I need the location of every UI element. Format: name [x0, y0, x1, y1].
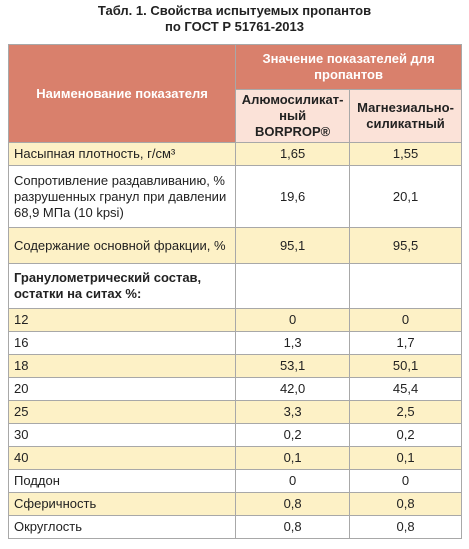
table-row: Гранулометрический состав, остатки на си…: [7, 263, 462, 309]
row-label: 16: [7, 331, 237, 355]
title-line: Табл. 1. Свойства испытуемых пропантов: [97, 3, 372, 18]
value-cell: 19,6: [235, 165, 351, 228]
value-cell: 0: [235, 469, 351, 493]
value-cell: 0: [349, 308, 462, 332]
table-row: Сопротивление раздавливанию, % разрушенн…: [7, 165, 462, 228]
value-cell: 42,0: [235, 377, 351, 401]
table-row: 12 0 0: [7, 308, 462, 332]
row-label: Сферичность: [7, 492, 237, 516]
value-cell: 1,7: [349, 331, 462, 355]
row-label: Сопротивление раздавливанию, % разрушенн…: [7, 165, 237, 228]
value-cell: 1,3: [235, 331, 351, 355]
value-cell: 45,4: [349, 377, 462, 401]
row-label: Содержание основной фракции, %: [7, 227, 237, 264]
column-header: Алюмосиликат-ный BORPROP®: [235, 89, 351, 143]
table-body: Насыпная плотность, г/см³ 1,65 1,55 Сопроти…: [7, 142, 462, 539]
value-cell: 0,8: [235, 492, 351, 516]
value-cell: 0,8: [349, 492, 462, 516]
row-label: Гранулометрический состав, остатки на си…: [7, 263, 237, 309]
table-row: Насыпная плотность, г/см³ 1,65 1,55: [7, 142, 462, 166]
value-cell: 0,1: [235, 446, 351, 470]
row-label: 12: [7, 308, 237, 332]
name-header: Наименование показателя: [7, 44, 237, 143]
value-cell: 1,55: [349, 142, 462, 166]
table-row: 25 3,3 2,5: [7, 400, 462, 424]
row-label: Поддон: [7, 469, 237, 493]
table-row: 18 53,1 50,1: [7, 354, 462, 378]
value-cell: 2,5: [349, 400, 462, 424]
row-label: 25: [7, 400, 237, 424]
table-row: Поддон 0 0: [7, 469, 462, 493]
empty-cell: [235, 263, 351, 309]
table-row: 16 1,3 1,7: [7, 331, 462, 355]
table-row: 30 0,2 0,2: [7, 423, 462, 447]
value-cell: 0,2: [235, 423, 351, 447]
value-cell: 0,1: [349, 446, 462, 470]
row-label: Округлость: [7, 515, 237, 539]
title-line: по ГОСТ Р 51761-2013: [164, 19, 304, 34]
value-cell: 20,1: [349, 165, 462, 228]
value-cell: 0: [349, 469, 462, 493]
row-label: Насыпная плотность, г/см³: [7, 142, 237, 166]
value-cell: 0,8: [235, 515, 351, 539]
value-cell: 95,5: [349, 227, 462, 264]
table-title: Табл. 1. Свойства испытуемых пропантов п…: [0, 0, 469, 41]
table-row: 40 0,1 0,1: [7, 446, 462, 470]
column-header: Магнезиально-силикатный: [349, 89, 462, 143]
group-header: Значение показателей для пропантов: [235, 44, 462, 90]
value-cell: 53,1: [235, 354, 351, 378]
value-cell: 3,3: [235, 400, 351, 424]
value-cell: 0,2: [349, 423, 462, 447]
empty-cell: [349, 263, 462, 309]
row-label: 30: [7, 423, 237, 447]
properties-table: Наименование показателя Значение показат…: [7, 44, 462, 539]
value-cell: 0: [235, 308, 351, 332]
table-row: Содержание основной фракции, % 95,1 95,5: [7, 227, 462, 264]
row-label: 40: [7, 446, 237, 470]
row-label: 20: [7, 377, 237, 401]
table-row: 20 42,0 45,4: [7, 377, 462, 401]
row-label: 18: [7, 354, 237, 378]
value-cell: 1,65: [235, 142, 351, 166]
value-cell: 0,8: [349, 515, 462, 539]
value-cell: 50,1: [349, 354, 462, 378]
table-row: Округлость 0,8 0,8: [7, 515, 462, 539]
value-cell: 95,1: [235, 227, 351, 264]
table-row: Сферичность 0,8 0,8: [7, 492, 462, 516]
